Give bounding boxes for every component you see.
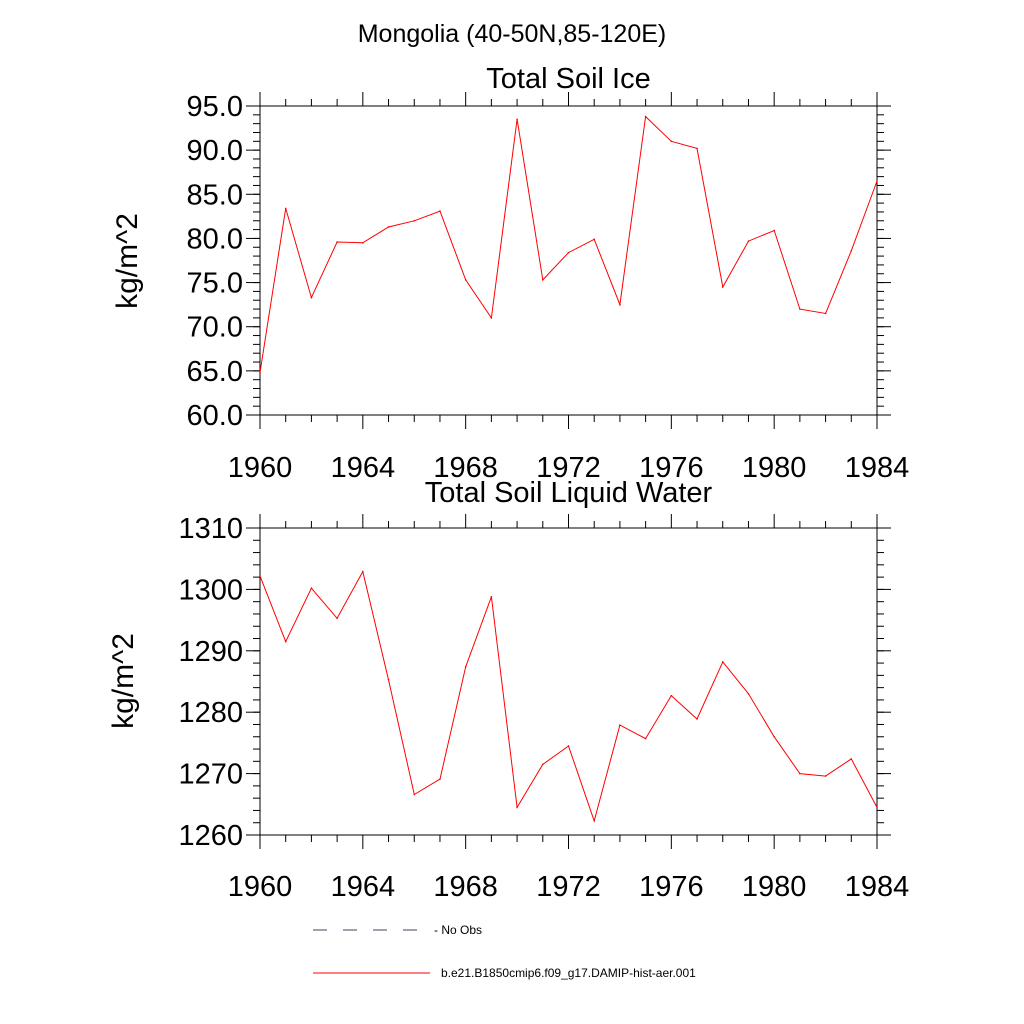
y-tick-label: 1290 (178, 636, 243, 668)
data-point-soil-liquid-water (516, 806, 518, 809)
plot-frame-soil-liquid-water (259, 527, 878, 836)
data-point-soil-liquid-water (696, 718, 698, 720)
panel-total-soil-liquid-water: Total Soil Liquid Water kg/m^2 1960 1964 196… (107, 477, 909, 903)
data-point-soil-ice (567, 251, 570, 254)
x-tick-label: 1984 (845, 452, 910, 484)
data-point-soil-ice (362, 242, 364, 244)
data-point-soil-ice (644, 115, 647, 118)
y-tick-label: 1310 (178, 513, 243, 545)
data-point-soil-liquid-water (541, 763, 544, 766)
data-point-soil-liquid-water (362, 570, 364, 573)
y-tick-label: 95.0 (187, 91, 243, 123)
data-point-soil-ice (439, 210, 441, 212)
chart-title-soil-ice: Total Soil Ice (486, 63, 650, 95)
data-point-soil-ice (619, 303, 621, 306)
data-point-soil-ice (670, 140, 673, 143)
y-tick-label: 1270 (178, 759, 243, 791)
y-tick-label: 60.0 (187, 400, 243, 432)
series-line-soil-liquid-water (259, 570, 878, 823)
x-tick-label: 1984 (845, 871, 910, 903)
y-tick-label: 1300 (178, 574, 243, 606)
data-point-soil-ice (850, 249, 853, 252)
data-point-soil-ice (824, 312, 827, 315)
data-point-soil-ice (747, 240, 750, 242)
panel-total-soil-ice: Total Soil Ice kg/m^2 1960 1964 1968 1972 1976… (111, 63, 909, 484)
x-tick-label: 1964 (331, 452, 396, 484)
data-point-soil-ice (490, 317, 493, 319)
legend-label-no-obs: - No Obs (434, 923, 482, 937)
data-point-soil-liquid-water (284, 640, 287, 643)
y-tick-label: 80.0 (187, 223, 243, 255)
data-point-soil-ice (721, 286, 724, 288)
x-tick-label: 1980 (742, 871, 807, 903)
data-point-soil-liquid-water (259, 575, 261, 577)
data-point-soil-liquid-water (387, 678, 390, 681)
x-tick-label: 1972 (536, 452, 601, 484)
data-point-soil-liquid-water (850, 758, 853, 760)
data-point-soil-ice (336, 241, 338, 243)
data-point-soil-liquid-water (824, 775, 827, 777)
data-point-soil-liquid-water (464, 665, 467, 668)
data-point-soil-liquid-water (439, 778, 441, 780)
y-tick-label: 90.0 (187, 135, 243, 167)
x-tick-label: 1976 (639, 452, 704, 484)
data-point-soil-liquid-water (721, 661, 724, 663)
data-point-soil-ice (876, 180, 878, 182)
data-point-soil-liquid-water (413, 793, 416, 796)
data-point-soil-ice (799, 308, 801, 310)
x-tick-label: 1964 (331, 871, 396, 903)
data-point-soil-liquid-water (310, 587, 313, 589)
series-line-soil-ice (259, 115, 878, 373)
y-tick-label: 1260 (178, 820, 243, 852)
data-point-soil-liquid-water (336, 617, 338, 620)
data-point-soil-liquid-water (773, 735, 775, 738)
legend: - No Obs b.e21.B1850cmip6.f09_g17.DAMIP-… (313, 923, 696, 980)
y-tick-label: 75.0 (187, 268, 243, 300)
figure-title: Mongolia (40-50N,85-120E) (358, 20, 667, 48)
y-axis-label-soil-liquid-water: kg/m^2 (107, 633, 140, 729)
data-point-soil-ice (259, 371, 261, 374)
data-point-soil-liquid-water (567, 745, 570, 747)
data-point-soil-liquid-water (747, 692, 750, 695)
y-tick-label: 1280 (178, 697, 243, 729)
x-tick-label: 1960 (228, 452, 293, 484)
chart-title-soil-liquid-water: Total Soil Liquid Water (425, 477, 713, 509)
y-tick-label: 70.0 (187, 312, 243, 344)
data-point-soil-liquid-water (876, 806, 878, 809)
data-point-soil-liquid-water (619, 724, 621, 726)
data-point-soil-ice (310, 296, 313, 299)
data-point-soil-ice (696, 147, 698, 150)
data-point-soil-ice (284, 207, 287, 210)
y-axis-label-soil-ice: kg/m^2 (111, 213, 144, 309)
data-point-soil-liquid-water (593, 820, 596, 822)
x-tick-label: 1968 (433, 452, 498, 484)
data-point-soil-ice (464, 279, 467, 281)
data-point-soil-ice (773, 229, 775, 232)
data-point-soil-liquid-water (644, 737, 647, 740)
data-point-soil-ice (387, 226, 390, 228)
y-tick-label: 85.0 (187, 179, 243, 211)
legend-label-model-run: b.e21.B1850cmip6.f09_g17.DAMIP-hist-aer.… (441, 966, 696, 980)
data-point-soil-ice (413, 219, 416, 222)
data-point-soil-ice (593, 238, 596, 241)
x-tick-label: 1968 (433, 871, 498, 903)
data-point-soil-ice (516, 118, 518, 121)
data-point-soil-liquid-water (670, 694, 673, 697)
x-tick-label: 1976 (639, 871, 704, 903)
y-tick-label: 65.0 (187, 356, 243, 388)
x-tick-label: 1960 (228, 871, 293, 903)
data-point-soil-liquid-water (799, 772, 801, 775)
data-point-soil-ice (541, 279, 544, 281)
data-point-soil-liquid-water (490, 595, 493, 598)
x-tick-label: 1972 (536, 871, 601, 903)
x-tick-label: 1980 (742, 452, 807, 484)
